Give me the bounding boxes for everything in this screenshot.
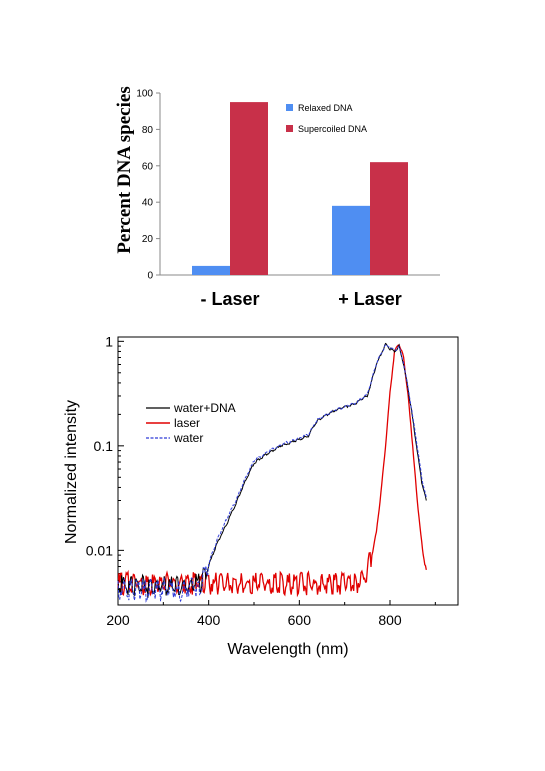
spectrum-chart-ylabel: Normalized intensity	[63, 400, 80, 544]
bar-chart-yticks: 0 20 40 60 80 100	[136, 89, 160, 282]
line-xtick-label: 600	[288, 612, 312, 628]
bar-ytick-label: 80	[142, 125, 154, 136]
bar-ytick-label: 60	[142, 161, 154, 172]
spectrum-chart-frame	[117, 336, 459, 606]
bar-chart-ylabel: Percent DNA species	[114, 86, 135, 253]
bar-legend-swatch	[286, 125, 293, 132]
bar-chart: Percent DNA species 0 20 40 60 80 100 - Laser…	[114, 86, 440, 309]
spectrum-chart-lines	[117, 342, 427, 603]
line-legend-label: laser	[174, 416, 200, 430]
line-legend-label: water	[173, 431, 203, 445]
bar-supercoiled-dna	[230, 102, 268, 275]
bar-supercoiled-dna	[370, 162, 408, 275]
spectrum-chart-yticks: 0.01 0.1 1	[86, 333, 124, 606]
line-ytick-label: 1	[105, 333, 113, 349]
line-series-water-dna	[117, 342, 427, 598]
bar-legend-label: Supercoiled DNA	[298, 124, 367, 134]
line-ytick-label: 0.1	[94, 438, 114, 454]
bar-ytick-label: 0	[147, 271, 153, 282]
spectrum-chart-xlabel: Wavelength (nm)	[227, 641, 348, 658]
bar-legend-swatch	[286, 104, 293, 111]
bar-ytick-label: 20	[142, 234, 154, 245]
line-ytick-label: 0.01	[86, 542, 113, 558]
bar-legend-label: Relaxed DNA	[298, 103, 353, 113]
line-xtick-label: 800	[378, 612, 402, 628]
line-series-laser	[117, 344, 427, 598]
bar-relaxed-dna	[192, 265, 230, 275]
bar-chart-legend: Relaxed DNA Supercoiled DNA	[286, 103, 367, 134]
bar-ytick-label: 40	[142, 198, 154, 209]
bar-chart-categories: - Laser + Laser	[200, 289, 401, 309]
bar-category-label: - Laser	[200, 289, 259, 309]
line-legend-label: water+DNA	[173, 401, 236, 415]
spectrum-chart: 200 400 600 800 0.01 0.1 1 water+DNAlaserwate…	[63, 333, 459, 658]
bar-chart-bars	[192, 102, 408, 275]
line-xtick-label: 200	[106, 612, 130, 628]
bar-category-label: + Laser	[338, 289, 402, 309]
spectrum-chart-xticks: 200 400 600 800	[106, 600, 436, 628]
bar-relaxed-dna	[332, 205, 370, 275]
line-xtick-label: 400	[197, 612, 221, 628]
line-series-water	[117, 343, 427, 603]
bar-ytick-label: 100	[136, 89, 153, 100]
